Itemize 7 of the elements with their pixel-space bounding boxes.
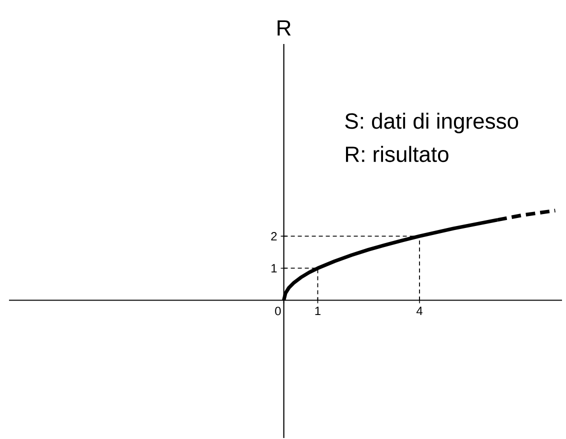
y-tick-label: 2 bbox=[271, 232, 277, 240]
annotation: S: dati di ingresso bbox=[345, 112, 518, 134]
y-axis-title: R bbox=[278, 20, 291, 36]
x-tick-label: 0 bbox=[275, 306, 281, 316]
x-tick-label: 1 bbox=[315, 306, 320, 316]
annotation: R: risultato bbox=[346, 146, 448, 162]
x-tick-label: 4 bbox=[416, 306, 422, 316]
